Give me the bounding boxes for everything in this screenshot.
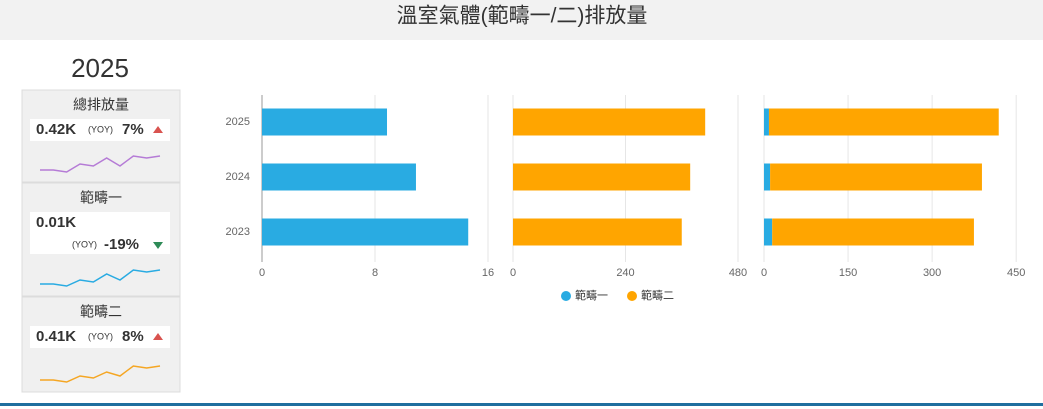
legend-marker (627, 291, 637, 301)
kpi-label: 範疇二 (80, 304, 122, 320)
kpi-value-box (30, 212, 170, 254)
x-tick-label: 0 (761, 267, 767, 279)
bar (513, 163, 691, 191)
bar (262, 163, 416, 191)
x-tick-label: 0 (510, 267, 516, 279)
sparkline (40, 155, 161, 173)
bar (262, 218, 469, 246)
bar (513, 218, 682, 246)
bar (764, 108, 769, 136)
x-tick-label: 150 (839, 267, 857, 279)
kpi-value: 0.42K (36, 121, 76, 138)
legend-marker (561, 291, 571, 301)
x-tick-label: 16 (482, 267, 494, 279)
year: 2025 (71, 53, 129, 83)
legend-label: 範疇二 (641, 288, 674, 302)
y-tick-label: 2025 (226, 116, 250, 128)
x-tick-label: 450 (1007, 267, 1025, 279)
y-tick-label: 2024 (226, 171, 250, 183)
kpi-value: 0.01K (36, 214, 76, 231)
bar (262, 108, 388, 136)
kpi-change: 7% (122, 121, 144, 138)
x-tick-label: 480 (729, 267, 747, 279)
kpi-value-box (30, 119, 170, 141)
kpi-yoy: (YOY) (88, 124, 113, 134)
x-tick-label: 300 (923, 267, 941, 279)
bar (770, 163, 982, 191)
bar (772, 218, 974, 246)
trend-arrow (153, 126, 163, 133)
kpi-change: -19% (104, 236, 139, 253)
kpi-value: 0.41K (36, 328, 76, 345)
x-tick-label: 8 (372, 267, 378, 279)
bar (768, 108, 999, 136)
bar (764, 218, 773, 246)
bar (764, 163, 771, 191)
trend-arrow (153, 333, 163, 340)
bottom-rule (0, 403, 1043, 406)
sparkline (40, 365, 161, 383)
trend-arrow (153, 242, 163, 249)
bar (513, 108, 706, 136)
page-title: 溫室氣體(範疇一/二)排放量 (397, 5, 648, 28)
legend-label: 範疇一 (575, 288, 608, 302)
y-tick-label: 2023 (226, 226, 250, 238)
kpi-yoy: (YOY) (88, 331, 113, 341)
kpi-yoy: (YOY) (72, 239, 97, 249)
x-tick-label: 0 (259, 267, 265, 279)
sparkline (40, 269, 161, 287)
kpi-change: 8% (122, 328, 144, 345)
kpi-label: 總排放量 (73, 97, 129, 113)
header-bar (0, 0, 1043, 40)
x-tick-label: 240 (616, 267, 634, 279)
kpi-value-box (30, 326, 170, 348)
kpi-label: 範疇一 (80, 190, 122, 206)
